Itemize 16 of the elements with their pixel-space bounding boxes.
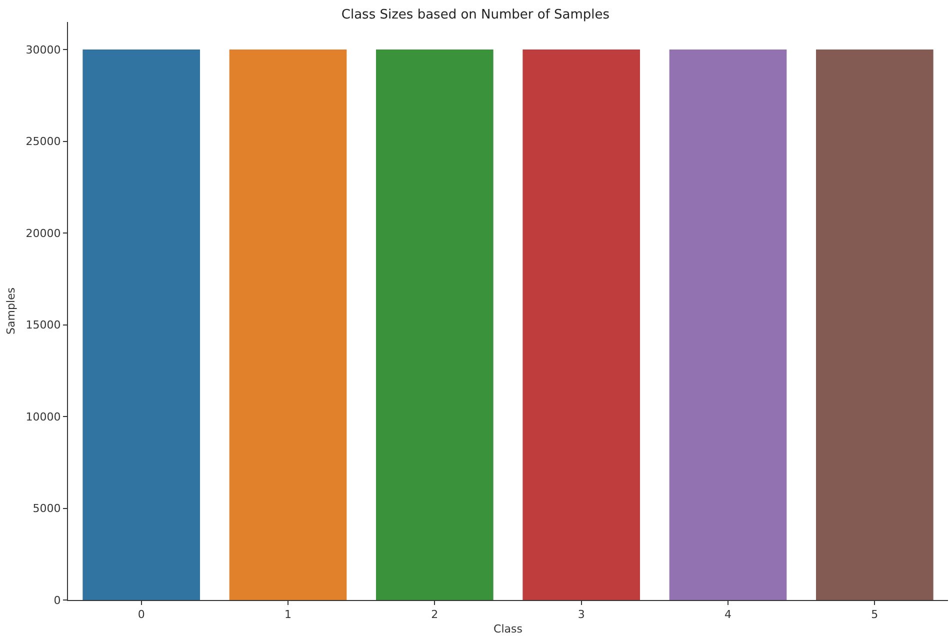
y-axis-title: Samples (4, 287, 18, 334)
y-tick-label: 30000 (26, 43, 61, 56)
x-tick-label: 2 (431, 608, 438, 622)
x-axis-title: Class (494, 622, 523, 636)
y-tick-label: 25000 (26, 135, 61, 148)
x-tick-label: 0 (138, 608, 145, 622)
x-tick-label: 5 (871, 608, 878, 622)
y-tick-label: 15000 (26, 318, 61, 332)
y-tick-label: 20000 (26, 226, 61, 240)
x-tick-label: 3 (578, 608, 585, 622)
chart-title: Class Sizes based on Number of Samples (341, 8, 610, 23)
x-tick-label: 4 (724, 608, 732, 622)
x-tick-label: 1 (284, 608, 292, 622)
y-tick-label: 0 (54, 594, 61, 607)
y-tick-label: 5000 (32, 502, 61, 516)
y-tick-label: 10000 (26, 410, 61, 424)
